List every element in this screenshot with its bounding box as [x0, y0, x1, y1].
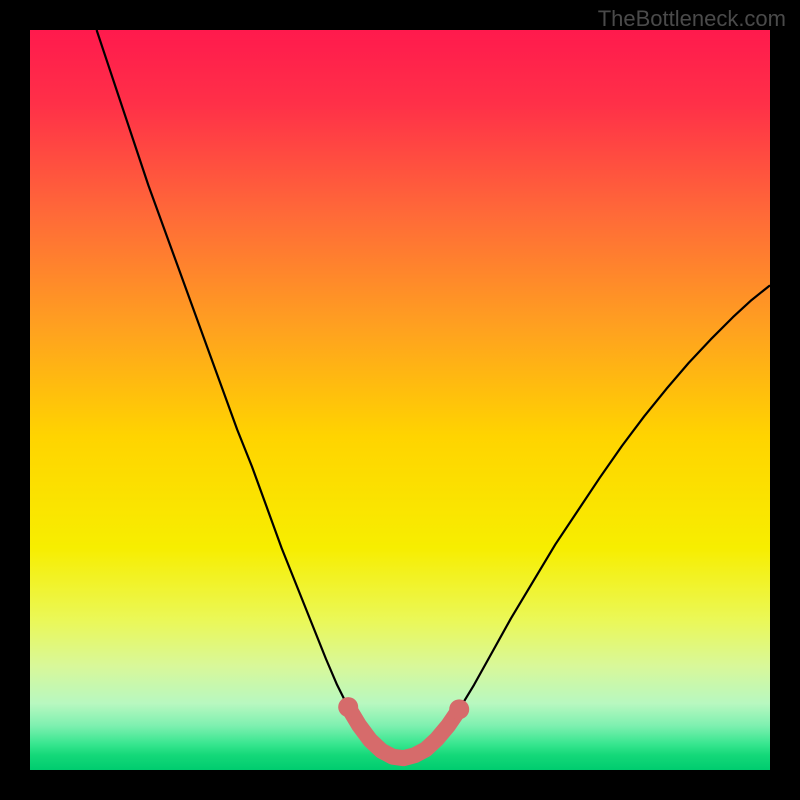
- bottleneck-curve-plot: [30, 30, 770, 770]
- chart-stage: TheBottleneck.com: [0, 0, 800, 800]
- plot-background: [30, 30, 770, 770]
- watermark-text: TheBottleneck.com: [598, 6, 786, 32]
- optimal-range-end-dot: [449, 699, 469, 719]
- optimal-range-start-dot: [338, 697, 358, 717]
